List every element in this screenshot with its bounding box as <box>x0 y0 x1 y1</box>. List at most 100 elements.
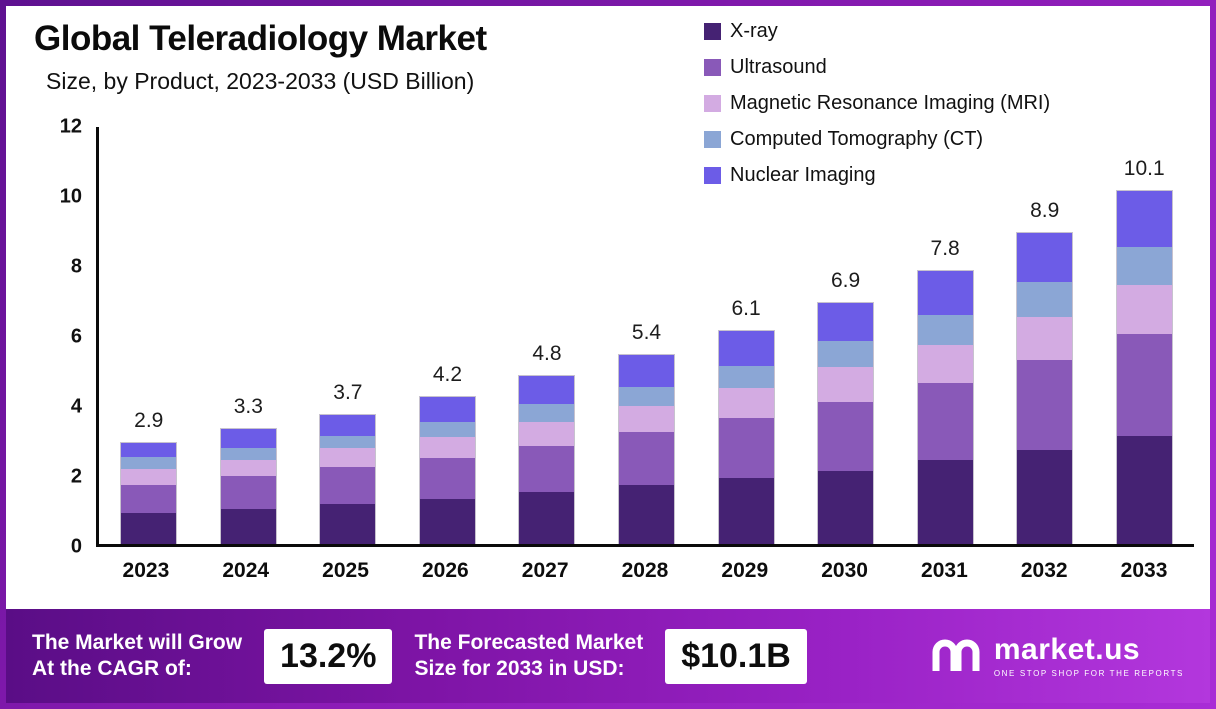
bar-segment <box>917 344 973 383</box>
chart-section: Global Teleradiology Market Size, by Pro… <box>6 6 1210 609</box>
bar-segment <box>718 388 774 418</box>
bar-stack <box>418 396 476 544</box>
bar-segment <box>519 421 575 446</box>
brand-tagline: ONE STOP SHOP FOR THE REPORTS <box>993 668 1184 678</box>
cagr-label-line1: The Market will Grow <box>32 630 243 654</box>
bar-segment <box>718 477 774 544</box>
bar-stack <box>1115 189 1173 544</box>
bar-stack <box>120 441 178 544</box>
bar-segment <box>718 330 774 366</box>
bar-segment <box>220 460 276 476</box>
bar-segment <box>718 365 774 389</box>
bar-stack <box>219 427 277 544</box>
legend-swatch-icon <box>704 59 721 76</box>
legend-swatch-icon <box>704 23 721 40</box>
bar-segment <box>519 491 575 544</box>
bar-segment <box>917 460 973 544</box>
bar-group: 7.8 <box>895 127 995 544</box>
bar-segment <box>220 428 276 448</box>
legend-swatch-icon <box>704 95 721 112</box>
bar-segment <box>818 402 874 471</box>
bar-segment <box>320 447 376 467</box>
legend-label: Ultrasound <box>730 56 827 78</box>
x-axis-tick-label: 2032 <box>1020 559 1068 582</box>
legend-swatch-icon <box>704 167 721 184</box>
x-axis-tick-label: 2026 <box>421 559 469 582</box>
bar-total-label: 2.9 <box>134 408 164 432</box>
legend-swatch-icon <box>704 131 721 148</box>
y-axis-labels: 0 2 4 6 8 10 12 <box>20 116 82 558</box>
legend-item: Magnetic Resonance Imaging (MRI) <box>704 92 1050 115</box>
bar-total-label: 4.8 <box>532 342 562 365</box>
bar-total-label: 6.1 <box>731 296 761 320</box>
legend-label: Nuclear Imaging <box>730 164 876 186</box>
bar-segment <box>619 386 674 406</box>
bar-group: 4.2 <box>398 127 498 544</box>
forecast-label: The Forecasted Market Size for 2033 in U… <box>414 630 643 683</box>
x-axis-tick-label: 2029 <box>721 559 769 582</box>
y-axis-tick-label: 4 <box>70 395 82 418</box>
x-axis-tick-label: 2031 <box>921 559 968 582</box>
bar-segment <box>619 484 674 544</box>
x-axis-tick-label: 2024 <box>222 559 270 582</box>
bar-group: 6.9 <box>796 127 896 544</box>
bar-group: 10.1 <box>1094 127 1194 544</box>
bar-segment <box>320 467 376 504</box>
legend-label: Computed Tomography (CT) <box>730 128 984 150</box>
bar-segment <box>818 341 874 368</box>
bar-segment <box>1116 285 1172 334</box>
bar-segment <box>718 418 774 478</box>
market-us-logo-icon <box>930 637 982 676</box>
bar-segment <box>320 435 376 448</box>
y-axis-tick-label: 10 <box>59 185 82 208</box>
bar-total-label: 8.9 <box>1030 198 1060 222</box>
legend-label: Magnetic Resonance Imaging (MRI) <box>730 92 1051 114</box>
y-axis-tick-label: 0 <box>70 535 82 558</box>
bar-segment <box>220 447 276 460</box>
bar-total-label: 4.2 <box>432 363 463 386</box>
x-axis-tick-label: 2023 <box>122 559 170 582</box>
bar-group: 8.9 <box>995 127 1095 544</box>
bar-segment <box>121 468 177 485</box>
bar-segment <box>419 437 475 459</box>
bar-segment <box>121 456 177 469</box>
bar-segment <box>818 302 874 341</box>
bar-segment <box>220 509 276 544</box>
chart-subtitle: Size, by Product, 2023-2033 (USD Billion… <box>46 68 475 94</box>
x-axis-labels: 2023 2024 2025 2026 2027 2028 2029 2030 2031 2032… <box>96 559 1194 583</box>
bar-total-label: 5.4 <box>631 321 662 344</box>
bar-total-label: 6.9 <box>831 268 861 292</box>
bar-segment <box>1017 232 1073 282</box>
x-axis-tick-label: 2028 <box>621 559 669 582</box>
bar-segment <box>1116 246 1172 285</box>
bar-segment <box>1017 316 1073 361</box>
bar-segment <box>220 475 276 509</box>
bar-group: 5.4 <box>597 127 697 544</box>
chart-title: Global Teleradiology Market <box>34 19 487 58</box>
bar-stack <box>916 270 974 544</box>
bar-segment <box>818 470 874 544</box>
bar-segment <box>419 498 475 544</box>
footer-banner: The Market will Grow At the CAGR of: 13.… <box>6 609 1210 703</box>
forecast-label-line2: Size for 2033 in USD: <box>414 657 625 680</box>
y-axis-tick-label: 2 <box>70 465 82 488</box>
bar-segment <box>917 383 973 460</box>
bar-stack <box>817 301 875 544</box>
bar-total-label: 3.7 <box>333 380 363 404</box>
bar-stack <box>717 329 775 544</box>
bar-segment <box>419 397 475 422</box>
plot-area: 2.9 3.3 3.7 4.2 4.8 5.4 6.1 6.9 7.8 8.9 10.1 <box>96 127 1194 547</box>
legend-item: Ultrasound <box>704 56 1050 79</box>
forecast-value: $10.1B <box>665 628 807 684</box>
y-axis-tick-label: 6 <box>70 325 82 348</box>
bar-segment <box>1116 334 1172 436</box>
bar-segment <box>121 442 177 457</box>
bar-segment <box>917 314 973 345</box>
bar-segment <box>320 414 376 436</box>
bar-group: 6.1 <box>696 127 796 544</box>
cagr-label-line2: At the CAGR of: <box>32 657 192 680</box>
bar-stack <box>319 413 377 544</box>
x-axis-tick-label: 2030 <box>821 559 868 582</box>
bar-segment <box>519 404 575 422</box>
bar-stack <box>518 375 576 544</box>
